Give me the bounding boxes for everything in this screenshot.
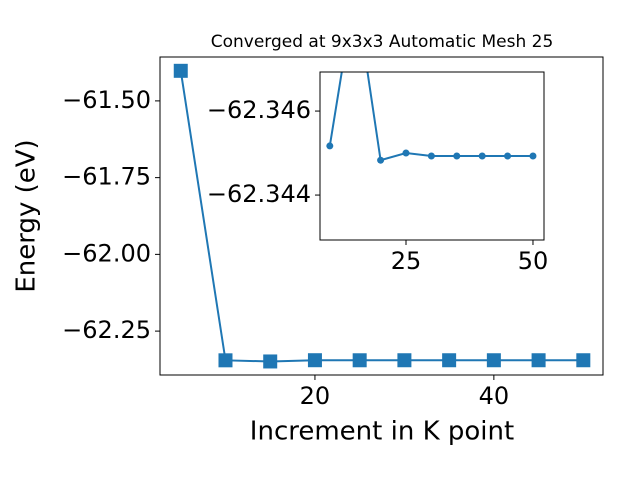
y-tick-label: −61.75 bbox=[62, 163, 151, 191]
chart-title: Converged at 9x3x3 Automatic Mesh 25 bbox=[211, 32, 554, 52]
series-line bbox=[179, 70, 584, 363]
y-tick-label: −62.344 bbox=[207, 180, 311, 208]
marker bbox=[529, 152, 537, 160]
marker bbox=[397, 353, 412, 368]
marker bbox=[218, 353, 233, 368]
marker bbox=[442, 353, 457, 368]
marker bbox=[531, 353, 546, 368]
marker bbox=[486, 353, 501, 368]
y-tick-label: −62.25 bbox=[62, 316, 151, 344]
marker bbox=[453, 152, 461, 160]
x-axis-label: Increment in K point bbox=[250, 417, 514, 447]
marker bbox=[478, 152, 486, 160]
plot-area bbox=[173, 63, 591, 369]
y-axis-label: Energy (eV) bbox=[12, 139, 42, 292]
marker bbox=[402, 149, 410, 157]
marker bbox=[307, 353, 322, 368]
y-tick-label: −62.346 bbox=[207, 96, 311, 124]
axes-frame bbox=[159, 56, 604, 376]
x-tick-label: 50 bbox=[518, 247, 549, 275]
marker bbox=[173, 63, 188, 78]
marker bbox=[263, 354, 278, 369]
y-tick-label: −62.00 bbox=[62, 239, 151, 267]
marker bbox=[427, 152, 435, 160]
x-tick-label: 25 bbox=[391, 247, 422, 275]
marker bbox=[576, 353, 591, 368]
y-tick-label: −61.50 bbox=[62, 86, 151, 114]
x-tick-label: 20 bbox=[300, 382, 331, 410]
axes-frame bbox=[319, 71, 545, 241]
marker bbox=[377, 156, 385, 164]
marker bbox=[326, 142, 334, 150]
x-tick-label: 40 bbox=[479, 382, 510, 410]
plot-area bbox=[326, 72, 537, 164]
marker bbox=[504, 152, 512, 160]
marker bbox=[352, 353, 367, 368]
